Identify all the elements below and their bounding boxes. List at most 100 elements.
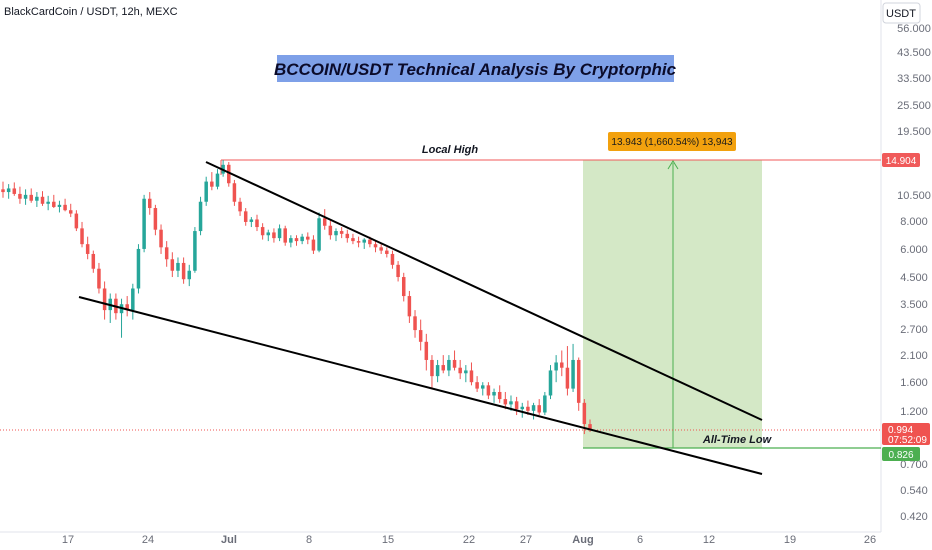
x-tick-label: 26 xyxy=(864,534,876,546)
candle-body xyxy=(289,238,293,243)
y-tick-label: 3.500 xyxy=(900,299,928,311)
ticker-label: BlackCardCoin / USDT, 12h, MEXC xyxy=(4,6,178,18)
candle-body xyxy=(260,227,265,236)
candle-body xyxy=(413,316,417,331)
y-tick-label: 2.700 xyxy=(900,324,928,336)
candle-body xyxy=(418,330,423,342)
title-background xyxy=(277,55,674,82)
candle-body xyxy=(283,228,287,243)
y-tick-label: 25.500 xyxy=(897,100,931,112)
candle-body xyxy=(232,183,237,202)
candle-body xyxy=(148,198,152,209)
candle-body xyxy=(464,370,468,374)
candle-body xyxy=(243,211,248,222)
candle-body xyxy=(373,244,378,248)
candle-body xyxy=(526,406,530,411)
candle-body xyxy=(497,391,502,400)
candle-body xyxy=(328,225,333,236)
local-high-price-tag xyxy=(882,153,920,167)
all-time-low-price-tag xyxy=(882,447,920,461)
candle-body xyxy=(447,359,451,371)
candle-body xyxy=(576,359,581,403)
candle-body xyxy=(80,228,84,245)
candle-body xyxy=(503,399,508,405)
x-tick-label: 15 xyxy=(382,534,394,546)
candle-body xyxy=(136,248,141,289)
y-tick-label: 0.540 xyxy=(900,485,928,497)
y-tick-label: 2.100 xyxy=(900,350,928,362)
candle-body xyxy=(63,204,67,211)
candle-body xyxy=(441,365,445,371)
candle-body xyxy=(311,239,316,251)
currency-button-label: USDT xyxy=(886,8,916,20)
candle-body xyxy=(125,304,129,311)
candle-body xyxy=(300,236,304,242)
candle-body xyxy=(238,201,242,212)
candle-body xyxy=(255,219,259,228)
candle-body xyxy=(57,204,62,207)
candle-body xyxy=(176,262,180,271)
price-axis[interactable]: 56.000 43.500 33.500 25.500 19.500 10.50… xyxy=(897,23,931,523)
candle-body xyxy=(407,296,412,317)
x-tick-label: 27 xyxy=(520,534,532,546)
candle-body xyxy=(215,173,220,187)
candle-body xyxy=(368,239,372,245)
measure-badge xyxy=(608,132,736,151)
candle-body xyxy=(351,238,355,242)
candle-body xyxy=(317,218,321,251)
x-tick-label: Aug xyxy=(572,534,593,546)
all-time-low-label: All-Time Low xyxy=(702,434,773,446)
y-tick-label: 0.420 xyxy=(900,511,928,523)
candle-body xyxy=(486,385,491,396)
candle-body xyxy=(492,391,496,396)
candle-body xyxy=(458,367,462,374)
candle-body xyxy=(181,262,186,280)
y-tick-label: 10.500 xyxy=(897,190,931,202)
local-high-price-tag-text: 14.904 xyxy=(886,156,917,167)
candle-body xyxy=(560,362,564,368)
candle-body xyxy=(548,370,553,396)
candle-body xyxy=(74,213,79,229)
x-tick-label: 22 xyxy=(463,534,475,546)
candle-body xyxy=(46,201,50,204)
x-tick-label: 6 xyxy=(637,534,643,546)
chart-title: BCCOIN/USDT Technical Analysis By Crypto… xyxy=(274,60,677,79)
y-tick-label: 0.700 xyxy=(900,459,928,471)
candle-body xyxy=(18,193,22,199)
candle-body xyxy=(6,188,11,193)
candle-body xyxy=(131,288,135,311)
y-tick-label: 8.000 xyxy=(900,216,928,228)
current-price-tag xyxy=(882,423,930,445)
candle-body xyxy=(29,194,33,201)
candle-body xyxy=(475,382,479,389)
currency-button[interactable] xyxy=(882,2,921,24)
y-tick-label: 43.500 xyxy=(897,47,931,59)
candle-body xyxy=(565,367,570,389)
candle-body xyxy=(102,288,107,311)
candle-body xyxy=(198,201,203,232)
candle-body xyxy=(401,277,406,297)
lower-trendline[interactable] xyxy=(78,296,763,475)
candle-body xyxy=(390,253,395,265)
candle-body xyxy=(40,196,45,204)
x-tick-label: 17 xyxy=(62,534,74,546)
candle-body xyxy=(68,210,73,214)
time-axis[interactable]: 17 24 Jul 8 15 22 27 Aug 6 12 19 26 xyxy=(62,534,876,546)
y-tick-label: 6.000 xyxy=(900,244,928,256)
countdown-tag-text: 07:52:09 xyxy=(888,435,927,446)
candle-body xyxy=(35,196,39,201)
candle-body xyxy=(531,405,536,411)
candle-body xyxy=(294,238,299,242)
candle-body xyxy=(164,247,169,260)
candle-body xyxy=(153,208,158,230)
candle-body xyxy=(481,385,485,389)
y-tick-label: 19.500 xyxy=(897,126,931,138)
local-high-label: Local High xyxy=(422,144,479,156)
candle-body xyxy=(277,228,282,239)
y-tick-label: 56.000 xyxy=(897,23,931,35)
candle-body xyxy=(509,401,513,405)
upper-trendline[interactable] xyxy=(205,161,763,421)
candle-body xyxy=(85,244,90,254)
candle-body xyxy=(227,164,231,184)
